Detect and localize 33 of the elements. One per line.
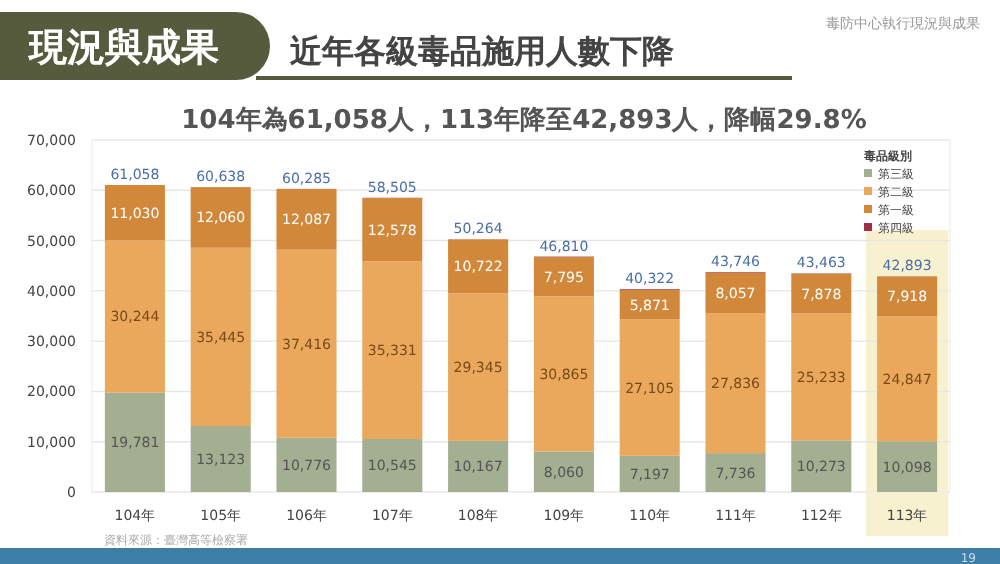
bar xyxy=(276,437,337,492)
bar xyxy=(362,438,423,492)
bar xyxy=(276,249,337,438)
bar xyxy=(362,261,423,439)
bar xyxy=(619,319,680,456)
bar xyxy=(533,296,594,452)
bar xyxy=(791,273,852,314)
bar xyxy=(104,240,165,393)
bar xyxy=(705,313,766,454)
bar xyxy=(448,293,509,441)
bar xyxy=(705,272,766,314)
bar xyxy=(190,247,251,427)
bar xyxy=(533,451,594,492)
bar xyxy=(104,184,165,241)
text: 現況與成果 xyxy=(27,26,221,70)
bar xyxy=(877,441,938,492)
bar xyxy=(877,316,938,442)
bar xyxy=(533,257,594,297)
bar xyxy=(791,313,852,441)
chart-title: 近年各級毒品施用人數下降 xyxy=(288,32,676,70)
bar xyxy=(448,440,509,492)
bar xyxy=(190,426,251,492)
bar xyxy=(619,455,680,492)
chart-subtitle: 104年為61,058人，113年降至42,893人，降幅29.8% xyxy=(181,106,867,136)
bar xyxy=(791,440,852,492)
bar xyxy=(362,198,423,262)
bar xyxy=(276,188,337,250)
bar xyxy=(190,187,251,248)
bar xyxy=(877,276,938,317)
bar xyxy=(448,239,509,294)
bar xyxy=(619,289,680,320)
bar xyxy=(104,392,165,492)
bar xyxy=(705,453,766,492)
